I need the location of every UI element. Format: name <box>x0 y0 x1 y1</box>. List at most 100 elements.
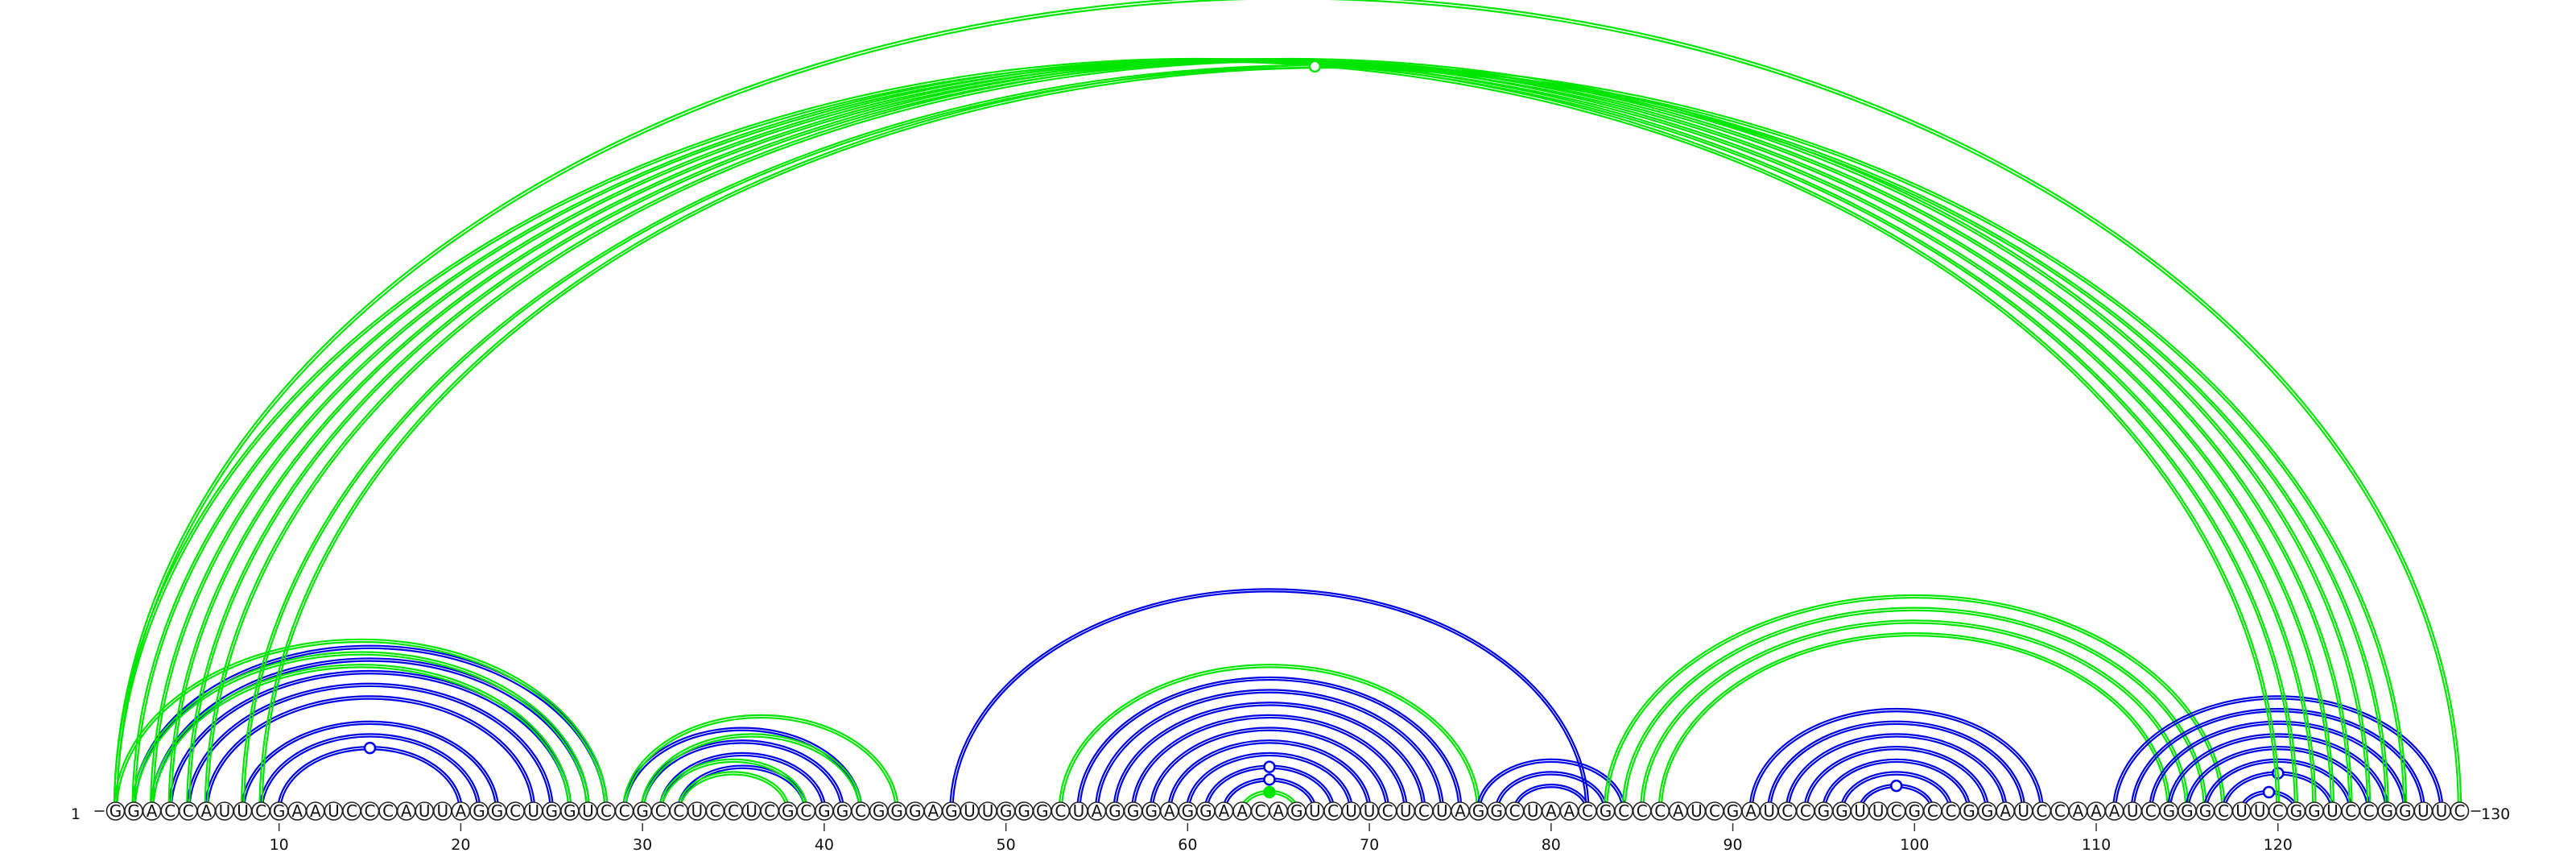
nucleotide-letter: U <box>964 801 976 821</box>
nucleotide: A <box>1087 801 1107 821</box>
base-pair-arc <box>170 673 570 812</box>
nucleotide: C <box>597 801 616 821</box>
nucleotide: A <box>1214 801 1234 821</box>
nucleotide-letter: U <box>1763 801 1775 821</box>
base-pair-arc <box>1151 729 1388 812</box>
base-pair-arc <box>131 651 591 812</box>
nucleotide-letter: U <box>1690 801 1703 821</box>
axis-tick-label: 20 <box>451 836 470 854</box>
nucleotide: C <box>1414 801 1434 821</box>
base-pair-arc <box>2130 707 2426 812</box>
nucleotide-letter: C <box>673 801 684 821</box>
nucleotide: A <box>287 801 308 821</box>
nucleotide-letter: G <box>1835 801 1848 821</box>
nucleotide-letter: G <box>1036 801 1049 821</box>
nucleotide: C <box>2359 801 2379 821</box>
green-helix-group <box>1603 594 2226 812</box>
nucleotide-letter: U <box>1854 801 1866 821</box>
nucleotide-letter: G <box>1290 801 1303 821</box>
nucleotide: G <box>1105 801 1125 821</box>
nucleotide: G <box>542 801 562 821</box>
nucleotide-letter: C <box>1654 801 1666 821</box>
base-pair-arc <box>2112 695 2444 812</box>
axis-tick-label: 10 <box>270 836 289 854</box>
nucleotide: A <box>1996 801 2015 821</box>
base-pair-arc <box>1748 707 2045 812</box>
nucleotide-letter: C <box>619 801 630 821</box>
nucleotide-letter: G <box>818 801 831 821</box>
green-helix-group <box>113 0 2462 812</box>
base-pair-arc <box>2166 733 2389 812</box>
nucleotide-letter: G <box>1108 801 1121 821</box>
base-pair-arc <box>134 647 606 812</box>
nucleotide-letter: C <box>2036 801 2047 821</box>
nucleotide-letter: U <box>2417 801 2429 821</box>
nucleotide-letter: A <box>1273 801 1284 821</box>
base-pair-arc <box>240 720 500 812</box>
nucleotide-letter: A <box>291 801 303 821</box>
nucleotide-letter: G <box>109 801 122 821</box>
nucleotide-letter: U <box>237 801 249 821</box>
nucleotide-letter: G <box>1182 801 1195 821</box>
base-pair-arc <box>1133 717 1406 812</box>
nucleotide: U <box>1432 801 1452 821</box>
nucleotide-letter: U <box>1436 801 1448 821</box>
nucleotide: G <box>560 801 580 821</box>
nucleotide-letter: C <box>2145 801 2157 821</box>
nucleotide: U <box>2013 801 2033 821</box>
base-pair-arc <box>131 644 609 812</box>
arc-apex-marker <box>1308 60 1322 73</box>
nucleotide: C <box>1323 801 1343 821</box>
nucleotide-letter: G <box>1818 801 1831 821</box>
nucleotide-letter: C <box>1382 801 1393 821</box>
nucleotide: U <box>960 801 980 821</box>
base-pair-arc <box>1167 739 1372 812</box>
nucleotide: C <box>650 801 671 821</box>
base-pair-arc <box>1767 720 2026 812</box>
nucleotide: C <box>378 801 398 821</box>
nucleotide: C <box>669 801 689 821</box>
nucleotide: C <box>506 801 525 821</box>
base-pair-arc <box>152 660 588 812</box>
nucleotide-letter: C <box>1418 801 1430 821</box>
nucleotide: G <box>469 801 489 821</box>
base-pair-arc <box>625 729 861 812</box>
nucleotide: A <box>396 801 416 821</box>
nucleotide-letter: G <box>1963 801 1975 821</box>
nucleotide-letter: G <box>473 801 485 821</box>
base-pair-arc <box>1657 632 2172 812</box>
nucleotide: A <box>1559 801 1579 821</box>
nucleotide: A <box>1232 801 1252 821</box>
base-pair-arc <box>261 735 479 812</box>
nucleotide-letter: G <box>2308 801 2321 821</box>
nucleotide: C <box>1578 801 1597 821</box>
nucleotide: G <box>1723 801 1743 821</box>
base-pair-arc <box>1751 710 2041 812</box>
nucleotide-letter: C <box>1618 801 1629 821</box>
nucleotide: U <box>687 801 707 821</box>
base-pair-arc <box>1476 758 1626 812</box>
nucleotide: C <box>705 801 725 821</box>
nucleotide-letter: G <box>2181 801 2194 821</box>
nucleotide: G <box>1596 801 1616 821</box>
base-pair-arc <box>206 60 2369 812</box>
base-pair-arc <box>2185 746 2372 812</box>
nucleotide-letter: A <box>401 801 412 821</box>
nucleotide-letter: G <box>1981 801 1994 821</box>
base-pair-arc <box>1603 594 2226 812</box>
nucleotide-letter: C <box>728 801 739 821</box>
base-pair-arc <box>204 57 2372 812</box>
nucleotide: U <box>1069 801 1088 821</box>
base-pair-arc <box>240 64 2389 812</box>
nucleotide: U <box>1868 801 1888 821</box>
nucleotide: U <box>2432 801 2451 821</box>
nucleotide-letter: G <box>1600 801 1612 821</box>
nucleotide: A <box>2068 801 2088 821</box>
nucleotide: U <box>578 801 598 821</box>
base-pair-arc <box>258 64 2408 812</box>
nucleotide-letter: C <box>1582 801 1593 821</box>
base-pair-arc <box>1113 702 1426 812</box>
nucleotide: C <box>360 801 380 821</box>
base-pair-arc <box>642 742 842 812</box>
nucleotide-letter: G <box>273 801 286 821</box>
